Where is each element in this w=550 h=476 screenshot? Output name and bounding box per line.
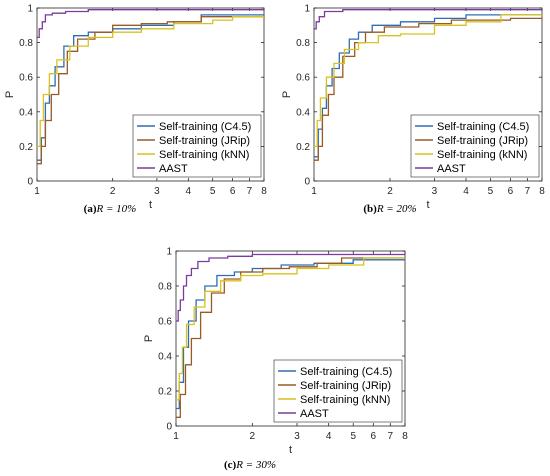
x-tick-label: 8 bbox=[261, 186, 267, 197]
series-line-3 bbox=[37, 16, 264, 148]
panel-caption: (c)R = 30% bbox=[224, 459, 276, 471]
legend-label: Self-training (C4.5) bbox=[300, 366, 392, 378]
panel-caption: (a)R = 10% bbox=[84, 203, 137, 215]
y-tick-label: 0 bbox=[27, 177, 33, 188]
series-line-4 bbox=[37, 9, 264, 39]
x-tick-label: 7 bbox=[247, 186, 253, 197]
x-tick-label: 2 bbox=[387, 186, 393, 197]
caption-math: R = 30% bbox=[235, 459, 276, 471]
x-tick-label: 4 bbox=[463, 186, 469, 197]
x-tick-label: 4 bbox=[326, 431, 332, 442]
legend-label: Self-training (kNN) bbox=[159, 149, 249, 161]
x-tick-label: 5 bbox=[210, 186, 216, 197]
caption-math: R = 20% bbox=[376, 203, 417, 215]
y-tick-label: 0.8 bbox=[19, 38, 33, 49]
y-tick-label: 0 bbox=[166, 422, 172, 433]
y-tick-label: 1 bbox=[166, 247, 172, 258]
series-line-3 bbox=[314, 14, 542, 148]
legend-label: Self-training (C4.5) bbox=[437, 121, 529, 133]
series-line-4 bbox=[314, 9, 542, 30]
x-tick-label: 5 bbox=[350, 431, 356, 442]
caption-letter: (c) bbox=[224, 459, 237, 471]
series-line-4 bbox=[176, 253, 405, 322]
x-axis-label: t bbox=[149, 199, 152, 211]
y-tick-label: 0.6 bbox=[19, 73, 33, 84]
y-tick-label: 0.2 bbox=[296, 142, 310, 153]
chart-panel-1: 0 0.2 0.4 0.6 0.8 1 1 2 3 4 5 6 7 8 t P Self-training (C… bbox=[4, 4, 267, 216]
x-tick-label: 6 bbox=[371, 431, 377, 442]
series-line-1 bbox=[176, 259, 405, 410]
series-line-3 bbox=[176, 257, 405, 401]
legend-label: Self-training (C4.5) bbox=[159, 121, 251, 133]
caption-letter: (a) bbox=[84, 203, 97, 215]
y-tick-label: 0.4 bbox=[296, 107, 310, 118]
legend: Self-training (C4.5) Self-training (JRip)… bbox=[273, 359, 403, 423]
legend-label: Self-training (JRip) bbox=[159, 135, 250, 147]
x-tick-label: 3 bbox=[432, 186, 438, 197]
legend: Self-training (C4.5) Self-training (JRip)… bbox=[132, 114, 262, 178]
x-tick-label: 1 bbox=[34, 186, 40, 197]
legend-label: Self-training (JRip) bbox=[437, 135, 528, 147]
x-axis-label: t bbox=[289, 444, 292, 456]
caption-math: R = 10% bbox=[96, 203, 137, 215]
y-tick-label: 1 bbox=[304, 4, 310, 15]
caption-letter: (b) bbox=[363, 203, 377, 215]
x-tick-label: 8 bbox=[402, 431, 408, 442]
y-tick-label: 0.6 bbox=[158, 317, 172, 328]
panel-caption: (b)R = 20% bbox=[363, 203, 416, 215]
legend-label: Self-training (kNN) bbox=[437, 149, 527, 161]
legend-label: AAST bbox=[437, 163, 466, 175]
legend-label: AAST bbox=[159, 163, 188, 175]
y-tick-label: 0.6 bbox=[296, 73, 310, 84]
series-line-2 bbox=[37, 14, 265, 165]
series-line-2 bbox=[176, 257, 405, 418]
legend-label: Self-training (JRip) bbox=[300, 380, 391, 392]
y-tick-label: 0.4 bbox=[158, 352, 172, 363]
x-tick-label: 4 bbox=[186, 186, 192, 197]
y-tick-label: 0 bbox=[304, 177, 310, 188]
chart-panel-3: 0 0.2 0.4 0.6 0.8 1 1 2 3 4 5 6 7 8 t P Self-training (C… bbox=[143, 247, 408, 472]
x-tick-label: 5 bbox=[488, 186, 494, 197]
y-axis-label: P bbox=[4, 91, 16, 98]
x-tick-label: 1 bbox=[311, 186, 317, 197]
y-tick-label: 0.2 bbox=[158, 387, 172, 398]
x-tick-label: 6 bbox=[508, 186, 514, 197]
y-axis-label: P bbox=[143, 335, 155, 342]
y-tick-label: 0.8 bbox=[296, 38, 310, 49]
legend-label: AAST bbox=[300, 408, 329, 420]
x-tick-label: 8 bbox=[539, 186, 545, 197]
series-line-1 bbox=[314, 14, 542, 158]
x-tick-label: 3 bbox=[154, 186, 160, 197]
x-tick-label: 2 bbox=[250, 431, 256, 442]
x-tick-label: 6 bbox=[230, 186, 236, 197]
legend-label: Self-training (kNN) bbox=[300, 394, 390, 406]
x-tick-label: 1 bbox=[173, 431, 179, 442]
chart-panel-2: 0 0.2 0.4 0.6 0.8 1 1 2 3 4 5 6 7 8 t P Self-training (C… bbox=[281, 4, 545, 216]
y-axis-label: P bbox=[281, 91, 293, 98]
y-tick-label: 0.4 bbox=[19, 107, 33, 118]
y-tick-label: 1 bbox=[27, 4, 33, 15]
x-tick-label: 7 bbox=[525, 186, 531, 197]
x-tick-label: 7 bbox=[388, 431, 394, 442]
x-tick-label: 2 bbox=[110, 186, 116, 197]
legend: Self-training (C4.5) Self-training (JRip)… bbox=[410, 114, 540, 178]
x-axis-label: t bbox=[426, 199, 429, 211]
x-tick-label: 3 bbox=[294, 431, 300, 442]
y-tick-label: 0.2 bbox=[19, 142, 33, 153]
y-tick-label: 0.8 bbox=[158, 282, 172, 293]
